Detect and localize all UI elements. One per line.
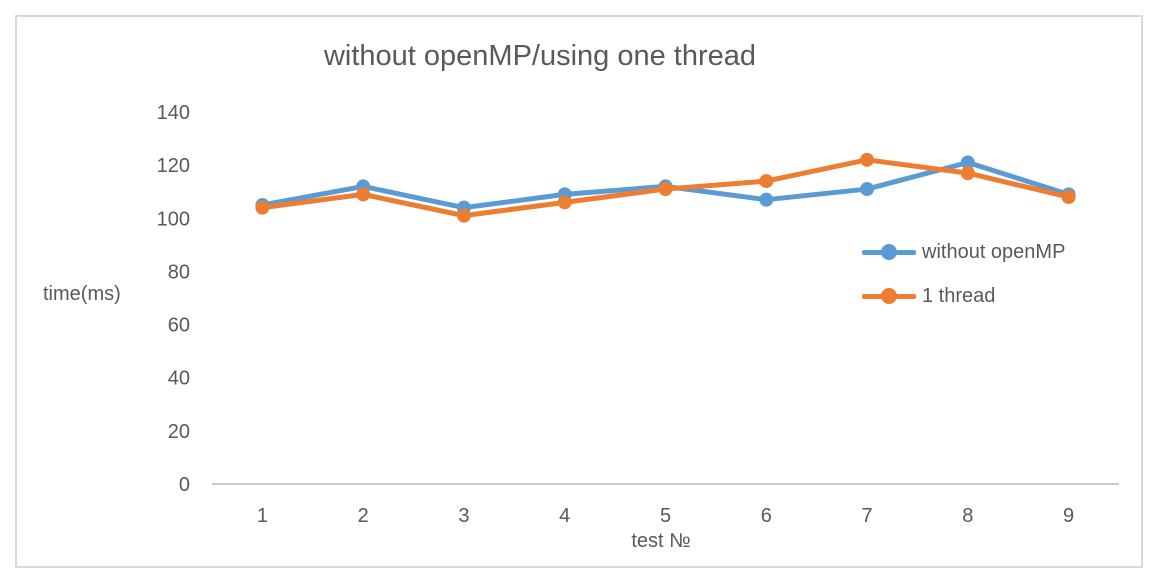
series-marker-icon <box>862 288 916 304</box>
y-tick-label: 120 <box>157 155 190 177</box>
legend: without openMP 1 thread <box>862 237 1065 311</box>
series-point-0-7 <box>860 182 875 197</box>
chart-title: without openMP/using one thread <box>323 40 757 72</box>
series-dot-icon <box>881 288 897 304</box>
series-marker-icon <box>862 244 916 260</box>
legend-label: without openMP <box>922 240 1066 263</box>
series-point-1-1 <box>255 200 270 215</box>
y-tick-label: 140 <box>157 102 190 124</box>
legend-item-without-openmp: without openMP <box>862 237 1065 267</box>
x-tick-label: 9 <box>1063 505 1074 527</box>
x-tick-label: 1 <box>257 505 268 527</box>
legend-item-1-thread: 1 thread <box>862 281 1065 311</box>
x-tick-label: 7 <box>861 505 872 527</box>
series-point-1-4 <box>557 195 572 210</box>
y-tick-label: 60 <box>168 315 190 337</box>
x-tick-label: 4 <box>559 505 570 527</box>
series-point-1-6 <box>759 174 774 189</box>
x-tick-label: 2 <box>358 505 369 527</box>
y-tick-label: 20 <box>168 421 190 443</box>
series-point-1-2 <box>356 187 371 202</box>
series-point-0-6 <box>759 192 774 207</box>
series-dot-icon <box>881 244 897 260</box>
y-tick-label: 0 <box>179 474 190 496</box>
series-point-0-8 <box>960 155 975 170</box>
y-axis-title: time(ms) <box>43 283 121 305</box>
x-tick-label: 5 <box>660 505 671 527</box>
x-axis-title: test № <box>631 530 691 552</box>
series-point-1-5 <box>658 182 673 197</box>
x-tick-label: 6 <box>761 505 772 527</box>
series-point-1-3 <box>456 208 471 223</box>
legend-label: 1 thread <box>922 284 996 307</box>
series-point-1-7 <box>860 152 875 167</box>
series-point-1-8 <box>960 166 975 181</box>
x-tick-label: 3 <box>458 505 469 527</box>
y-tick-label: 80 <box>168 261 190 283</box>
series-point-1-9 <box>1061 190 1076 205</box>
x-tick-label: 8 <box>962 505 973 527</box>
y-tick-label: 40 <box>168 368 190 390</box>
y-tick-label: 100 <box>157 208 190 230</box>
